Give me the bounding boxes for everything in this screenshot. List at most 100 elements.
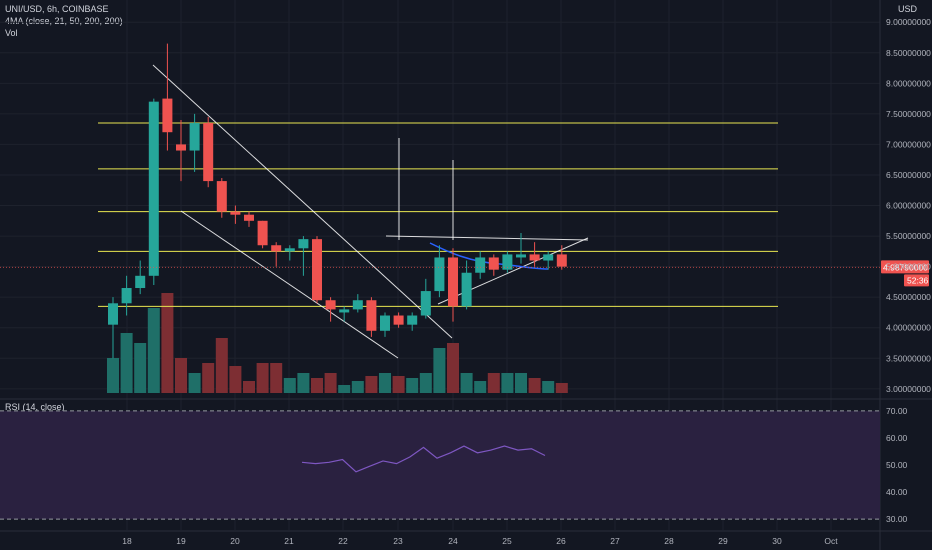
time-tick-label: 24 (448, 536, 458, 546)
symbol-line: UNI/USD, 6h, COINBASE (5, 4, 109, 14)
time-tick-label: 30 (772, 536, 782, 546)
volume-bar (392, 376, 405, 393)
volume-bar (134, 343, 147, 393)
trend-line (385, 235, 589, 241)
price-tick-label: 4.50000000 (886, 292, 931, 302)
volume-bar (161, 293, 174, 393)
volume-bar (256, 363, 269, 393)
volume-bar (515, 373, 527, 393)
volume-bar (447, 343, 459, 393)
volume-indicator-label: Vol (5, 28, 18, 38)
volume-bar (487, 373, 500, 393)
volume-bar (175, 358, 187, 393)
time-tick-label: 23 (393, 536, 403, 546)
volume-bar (528, 378, 541, 393)
candle-body (502, 254, 513, 270)
candle-body (216, 181, 227, 212)
volume-bar (542, 381, 555, 393)
candle-body (271, 245, 282, 252)
currency-label: USD (898, 4, 918, 14)
candle-body (461, 272, 472, 307)
price-tick-label: 9.00000000 (886, 17, 931, 27)
volume-bar (474, 381, 487, 393)
candle-body (543, 254, 554, 261)
volume-bar (324, 373, 337, 393)
price-tick-label: 8.50000000 (886, 48, 931, 58)
candle-body (162, 98, 173, 133)
time-tick-label: Oct (824, 536, 838, 546)
candle-body (230, 211, 241, 215)
rsi-tick-label: 50.00 (886, 460, 908, 470)
volume-bar (243, 381, 255, 393)
volume-bar (215, 338, 228, 393)
time-tick-label: 25 (502, 536, 512, 546)
time-tick-label: 28 (664, 536, 674, 546)
candle-body (135, 275, 146, 289)
candle-body (529, 254, 540, 261)
candle-body (148, 101, 159, 276)
candle-body (434, 257, 445, 292)
volume-bar (555, 383, 568, 393)
trend-line (180, 210, 399, 359)
price-tick-label: 4.00000000 (886, 323, 931, 333)
volume-bar (120, 333, 133, 393)
moving-average-line (429, 242, 549, 270)
candle-body (488, 257, 499, 270)
candle-body (380, 315, 390, 331)
volume-bar (229, 366, 242, 393)
rsi-line (301, 445, 546, 473)
rsi-tick-label: 30.00 (886, 514, 908, 524)
price-tick-label: 8.00000000 (886, 78, 931, 88)
volume-bar (379, 373, 391, 393)
price-tick-label: 7.00000000 (886, 139, 931, 149)
candle-body (325, 300, 336, 310)
price-tick-label: 6.00000000 (886, 201, 931, 211)
candle-body (176, 144, 186, 151)
candle-body (393, 315, 404, 325)
ma-indicator-line: 4MA (close, 21, 50, 200, 200) (5, 16, 123, 26)
candle-body (556, 254, 567, 267)
rsi-tick-label: 40.00 (886, 487, 908, 497)
time-tick-label: 21 (284, 536, 294, 546)
volume-bar (351, 381, 364, 393)
volume-bar (107, 358, 119, 393)
volume-bar (311, 378, 323, 393)
candle-body (475, 257, 486, 273)
price-tick-label: 7.50000000 (886, 109, 931, 119)
countdown-text: 52:36 (907, 275, 929, 285)
volume-bar (202, 363, 215, 393)
candle-body (108, 303, 118, 325)
rsi-band (0, 410, 880, 520)
price-tick-label: 5.50000000 (886, 231, 931, 241)
volume-bar (188, 373, 201, 393)
volume-bar (297, 373, 310, 393)
price-tick-label: 3.00000000 (886, 384, 931, 394)
candle-body (244, 214, 254, 221)
trend-line (152, 64, 453, 339)
candle-body (407, 315, 418, 325)
volume-bar (419, 373, 432, 393)
candle-body (257, 220, 268, 246)
volume-bar (283, 378, 296, 393)
volume-bar (406, 378, 419, 393)
rsi-indicator-label: RSI (14, close) (5, 402, 65, 412)
rsi-tick-label: 60.00 (886, 433, 908, 443)
last-price-tag (881, 260, 929, 274)
volume-bar (338, 385, 351, 393)
time-tick-label: 19 (176, 536, 186, 546)
volume-bar (501, 373, 514, 393)
trend-line (437, 237, 589, 305)
volume-bar (270, 363, 283, 393)
candle-body (312, 239, 322, 301)
volume-bar (460, 373, 473, 393)
countdown-tag (904, 274, 929, 287)
time-tick-label: 27 (610, 536, 620, 546)
candle-body (121, 288, 132, 304)
time-tick-label: 29 (718, 536, 728, 546)
candle-body (352, 300, 363, 310)
time-tick-label: 18 (122, 536, 132, 546)
price-tick-label: 6.50000000 (886, 170, 931, 180)
time-tick-label: 22 (338, 536, 348, 546)
rsi-tick-label: 70.00 (886, 406, 908, 416)
